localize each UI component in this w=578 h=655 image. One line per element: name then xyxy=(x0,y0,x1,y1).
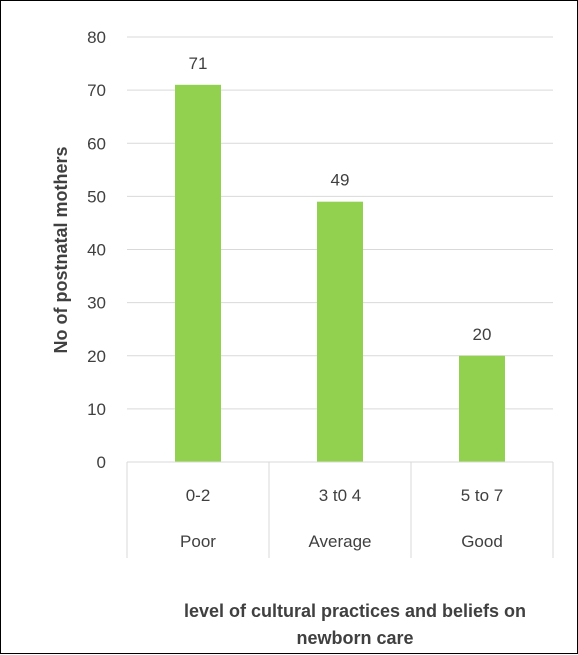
data-label: 71 xyxy=(189,54,208,73)
x-axis: 0-2 Poor 3 t0 4 Average 5 to 7 Good xyxy=(126,461,554,558)
y-tick-label: 40 xyxy=(87,241,106,260)
y-tick-label: 80 xyxy=(87,28,106,47)
y-tick-label: 50 xyxy=(87,187,106,206)
x-axis-title-line1: level of cultural practices and beliefs … xyxy=(184,601,526,621)
y-tick-label: 70 xyxy=(87,81,106,100)
y-tick-label: 20 xyxy=(87,347,106,366)
category-range-label: 5 to 7 xyxy=(461,486,504,505)
y-tick-label: 0 xyxy=(97,453,106,472)
category-range-label: 3 t0 4 xyxy=(319,486,362,505)
bar xyxy=(317,201,363,462)
category-level-label: Poor xyxy=(180,532,216,551)
category-range-label: 0-2 xyxy=(186,486,211,505)
x-axis-title-line2: newborn care xyxy=(296,628,413,648)
y-tick-label: 60 xyxy=(87,134,106,153)
y-axis-title: No of postnatal mothers xyxy=(51,146,71,353)
data-label: 49 xyxy=(331,171,350,190)
data-label: 20 xyxy=(473,325,492,344)
bars xyxy=(175,84,505,462)
bar xyxy=(459,355,505,462)
category-level-label: Good xyxy=(461,532,503,551)
y-axis-ticks: 0 10 20 30 40 50 60 70 80 xyxy=(87,28,106,472)
y-tick-label: 30 xyxy=(87,294,106,313)
y-tick-label: 10 xyxy=(87,400,106,419)
bar xyxy=(175,84,221,462)
data-labels: 71 49 20 xyxy=(189,54,492,344)
category-level-label: Average xyxy=(308,532,371,551)
